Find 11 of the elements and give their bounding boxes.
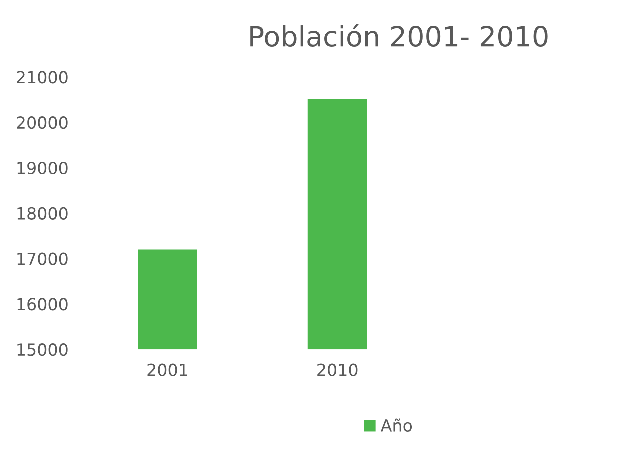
x-tick-label: 2001 xyxy=(148,364,188,376)
y-tick-label: 16000 xyxy=(18,298,68,311)
y-tick-label: 17000 xyxy=(18,252,68,266)
legend-label: Año xyxy=(380,418,412,432)
y-tick-label: 21000 xyxy=(17,71,68,84)
chart-title: Población 2001- 2010 xyxy=(250,24,548,48)
y-tick-label: 15000 xyxy=(18,344,68,356)
y-tick-label: 18000 xyxy=(18,207,68,220)
y-tick-label: 20000 xyxy=(17,116,68,130)
x-tick-label: 2010 xyxy=(318,364,358,376)
y-tick-label: 19000 xyxy=(18,162,68,175)
